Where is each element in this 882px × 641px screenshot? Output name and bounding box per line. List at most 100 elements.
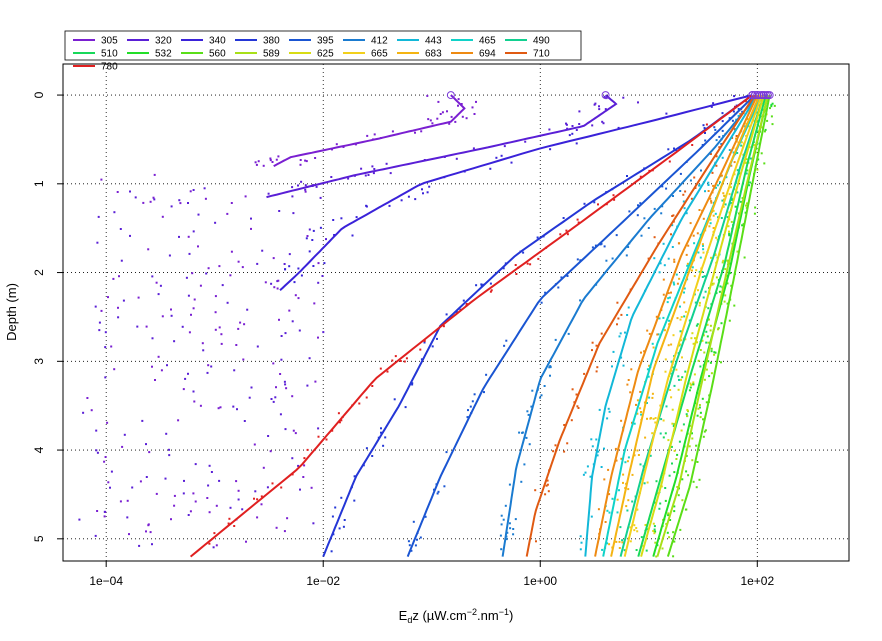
data-point [304, 188, 307, 191]
data-point [661, 205, 664, 208]
data-point [699, 416, 702, 419]
data-point [615, 234, 618, 237]
data-point [288, 309, 291, 312]
data-point [168, 454, 171, 457]
data-point [243, 323, 246, 326]
data-point [423, 341, 426, 344]
data-point [744, 161, 747, 164]
data-point [633, 524, 636, 527]
data-point [155, 281, 158, 284]
data-point [689, 179, 692, 182]
data-point [155, 492, 158, 495]
data-point [177, 419, 180, 422]
data-point [475, 284, 478, 287]
data-point [736, 169, 739, 172]
data-point [431, 122, 434, 125]
data-point [692, 480, 695, 483]
data-point [442, 325, 445, 328]
surface-marker [601, 91, 610, 100]
data-point [304, 190, 307, 193]
data-point [203, 187, 206, 190]
data-point [664, 370, 667, 373]
data-point [679, 190, 682, 192]
data-point [508, 522, 511, 525]
data-point [769, 107, 771, 110]
data-point [568, 134, 571, 137]
data-point [718, 146, 721, 149]
data-point [194, 463, 197, 466]
data-point [343, 519, 346, 521]
data-point [291, 457, 294, 460]
data-point [707, 307, 710, 310]
data-point [291, 395, 294, 398]
data-point [299, 159, 302, 161]
data-point [598, 108, 601, 111]
data-point [728, 117, 731, 120]
data-point [500, 523, 503, 526]
data-point [117, 306, 119, 309]
data-point [654, 541, 657, 544]
data-point [667, 512, 670, 515]
data-point [220, 342, 223, 345]
data-point [736, 191, 739, 194]
data-point [679, 305, 681, 308]
data-point [450, 115, 453, 118]
data-point [726, 216, 729, 219]
data-point [137, 296, 140, 299]
x-axis-title-main: E [399, 608, 408, 623]
surface-marker [750, 91, 759, 100]
data-point [298, 329, 301, 332]
data-point [272, 257, 275, 260]
data-point [733, 304, 736, 307]
data-point [317, 281, 320, 284]
data-point [589, 475, 592, 478]
data-point [707, 341, 710, 344]
data-point [335, 143, 338, 146]
data-point [716, 184, 719, 187]
data-point [676, 453, 679, 456]
data-point [653, 525, 656, 528]
data-point [314, 380, 317, 383]
data-point [145, 530, 147, 533]
x-axis-title-end: ) [509, 608, 513, 623]
data-point [732, 110, 735, 113]
data-point [386, 370, 389, 373]
data-point [714, 128, 717, 131]
data-point [579, 259, 582, 262]
data-point [364, 174, 367, 177]
data-point [218, 326, 221, 329]
data-point [679, 330, 682, 333]
data-point [96, 241, 99, 244]
data-point [653, 532, 656, 535]
data-point [705, 123, 708, 126]
y-tick-label: 2 [32, 269, 46, 276]
data-point [590, 515, 593, 518]
data-point [131, 486, 134, 489]
data-point [597, 450, 600, 453]
data-point [715, 164, 718, 167]
data-point [636, 530, 639, 533]
data-point [613, 198, 616, 201]
data-point [256, 516, 259, 519]
data-point [669, 519, 672, 521]
data-point [626, 460, 629, 463]
data-point [319, 226, 322, 229]
data-point [306, 384, 309, 387]
data-point [633, 454, 636, 457]
data-point [340, 217, 343, 220]
data-point [604, 521, 607, 523]
data-point [256, 262, 259, 265]
data-point [371, 385, 374, 387]
data-point [190, 313, 192, 316]
data-point [191, 272, 194, 275]
data-point [631, 500, 634, 503]
data-point [705, 368, 708, 371]
data-point [213, 532, 216, 535]
series-curve-490 [619, 94, 765, 557]
data-point [616, 511, 619, 514]
data-point [192, 230, 195, 233]
data-point [730, 220, 733, 223]
data-point [548, 128, 551, 131]
data-point [590, 438, 593, 441]
data-point [465, 117, 468, 120]
